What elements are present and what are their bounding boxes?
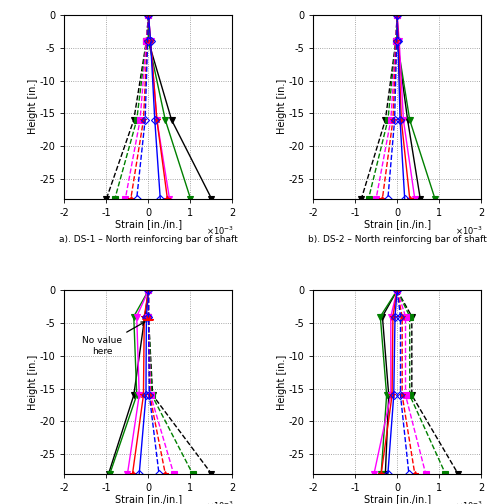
X-axis label: Strain [in./in.]: Strain [in./in.] — [115, 219, 182, 229]
Y-axis label: Height [in.]: Height [in.] — [28, 354, 38, 410]
X-axis label: Strain [in./in.]: Strain [in./in.] — [364, 219, 431, 229]
Text: b). DS-2 – North reinforcing bar of shaft: b). DS-2 – North reinforcing bar of shaf… — [308, 235, 487, 244]
Y-axis label: Height [in.]: Height [in.] — [277, 79, 287, 135]
Text: $\times 10^{-3}$: $\times 10^{-3}$ — [206, 499, 234, 504]
Y-axis label: Height [in.]: Height [in.] — [28, 79, 38, 135]
X-axis label: Strain [in./in.]: Strain [in./in.] — [115, 494, 182, 504]
Text: $\times 10^{-3}$: $\times 10^{-3}$ — [455, 224, 483, 237]
Text: No value
here: No value here — [82, 322, 145, 356]
Text: $\times 10^{-3}$: $\times 10^{-3}$ — [206, 224, 234, 237]
Text: $\times 10^{-3}$: $\times 10^{-3}$ — [455, 499, 483, 504]
Y-axis label: Height [in.]: Height [in.] — [277, 354, 287, 410]
Text: a). DS-1 – North reinforcing bar of shaft: a). DS-1 – North reinforcing bar of shaf… — [59, 235, 238, 244]
X-axis label: Strain [in./in.]: Strain [in./in.] — [364, 494, 431, 504]
